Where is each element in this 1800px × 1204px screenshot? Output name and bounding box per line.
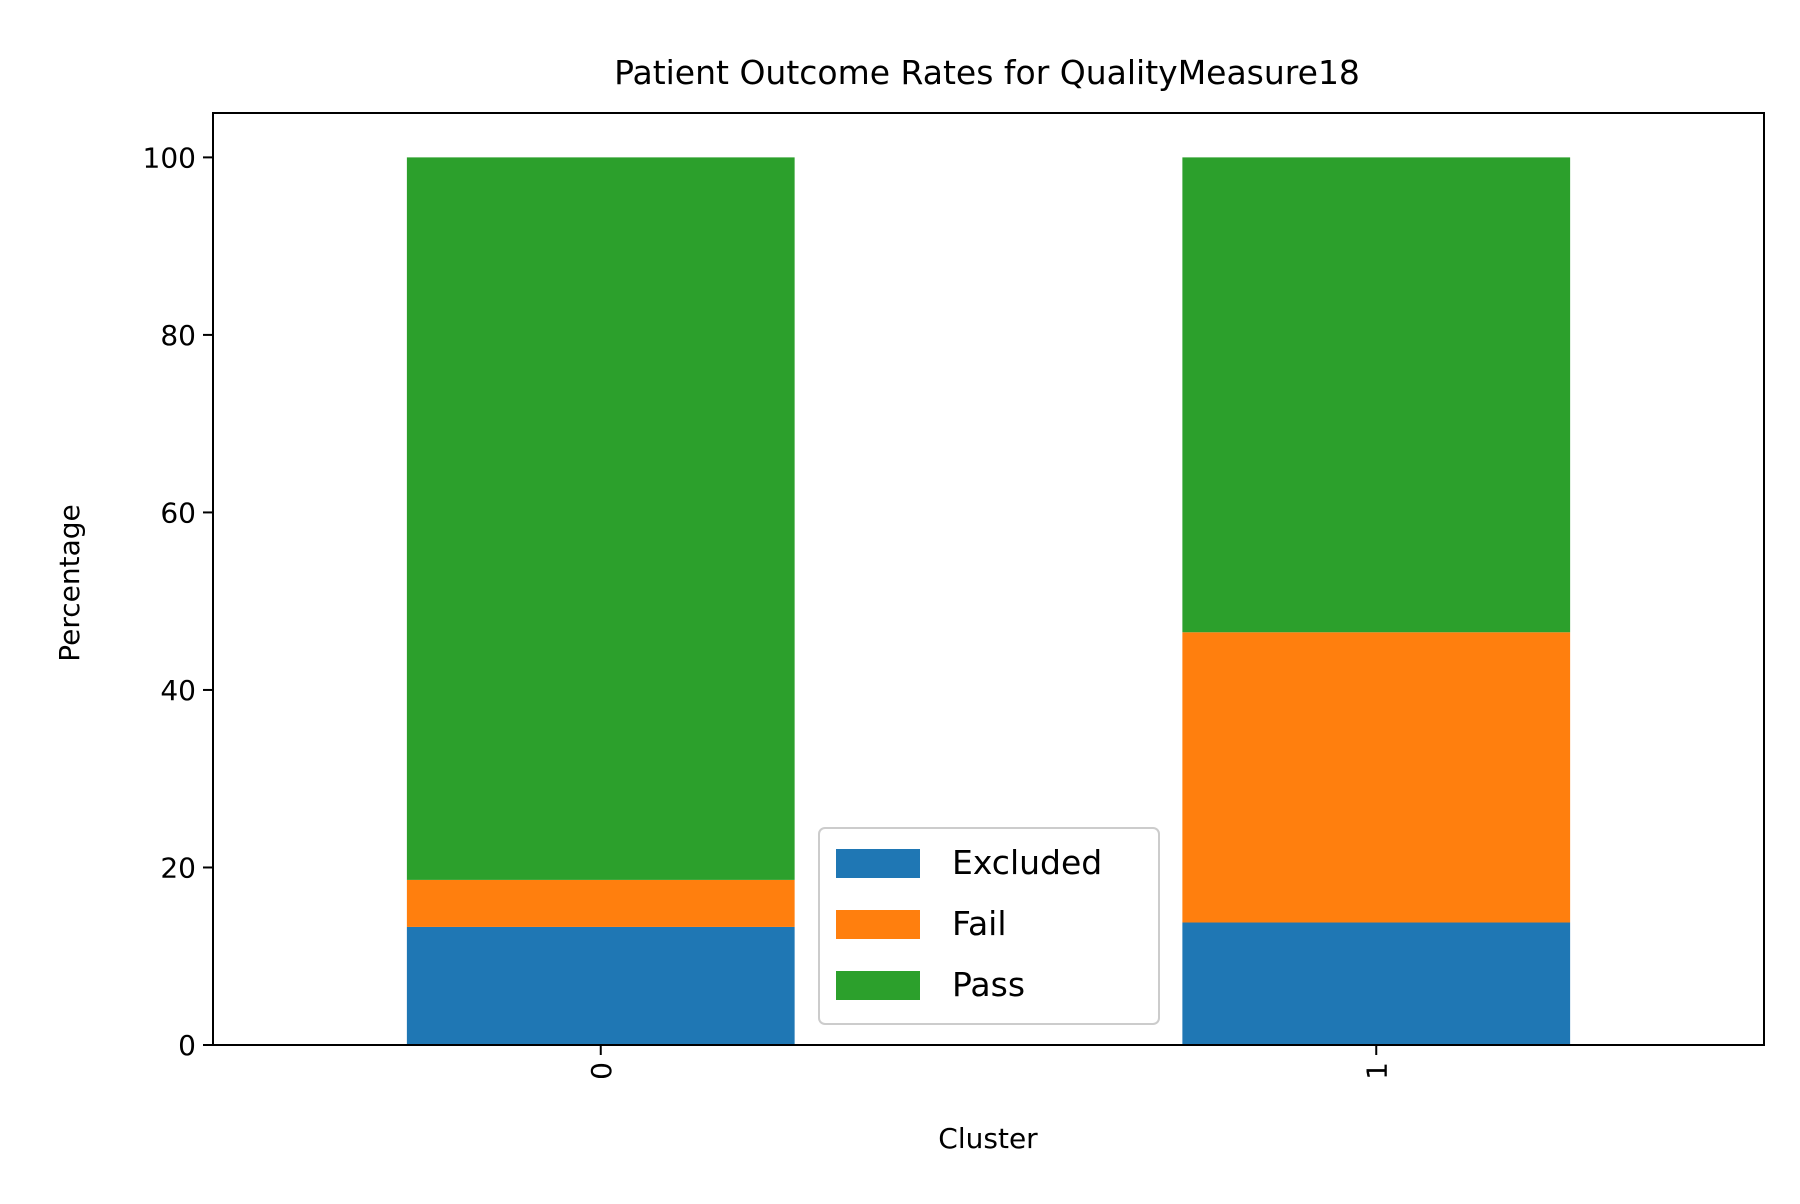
bar-segment-fail-cluster-0 xyxy=(406,879,795,927)
legend-swatch-pass xyxy=(836,971,920,1000)
y-tick-label: 0 xyxy=(178,1029,196,1062)
bar-segment-excluded-cluster-1 xyxy=(1182,922,1571,1045)
legend-label-pass: Pass xyxy=(952,965,1025,1004)
x-tick-label: 0 xyxy=(585,1062,618,1080)
bars-layer xyxy=(406,157,1571,1045)
y-axis: 0 20 40 60 80 100 xyxy=(143,141,213,1062)
legend: Excluded Fail Pass xyxy=(818,827,1160,1025)
legend-label-fail: Fail xyxy=(952,904,1007,943)
y-tick-label: 100 xyxy=(143,141,196,174)
y-axis-label: Percentage xyxy=(53,504,86,662)
y-tick-label: 20 xyxy=(160,851,196,884)
legend-label-excluded: Excluded xyxy=(952,843,1102,882)
y-tick-label: 80 xyxy=(160,319,196,352)
legend-swatch-excluded xyxy=(836,849,920,878)
y-tick-label: 60 xyxy=(160,496,196,529)
bar-segment-excluded-cluster-0 xyxy=(406,926,795,1045)
y-tick-label: 40 xyxy=(160,674,196,707)
bar-segment-pass-cluster-0 xyxy=(406,157,795,880)
legend-swatch-fail xyxy=(836,910,920,939)
plot-area-frame xyxy=(212,112,1765,1046)
chart-title: Patient Outcome Rates for QualityMeasure… xyxy=(614,53,1360,92)
bar-segment-pass-cluster-1 xyxy=(1182,157,1571,633)
x-axis-label: Cluster xyxy=(938,1122,1038,1155)
x-tick-label: 1 xyxy=(1360,1062,1393,1080)
bar-segment-fail-cluster-1 xyxy=(1182,632,1571,923)
